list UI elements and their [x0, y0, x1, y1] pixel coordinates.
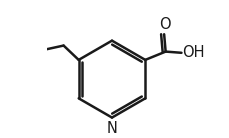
Text: OH: OH	[181, 45, 204, 60]
Text: N: N	[106, 121, 117, 136]
Text: O: O	[159, 17, 170, 31]
